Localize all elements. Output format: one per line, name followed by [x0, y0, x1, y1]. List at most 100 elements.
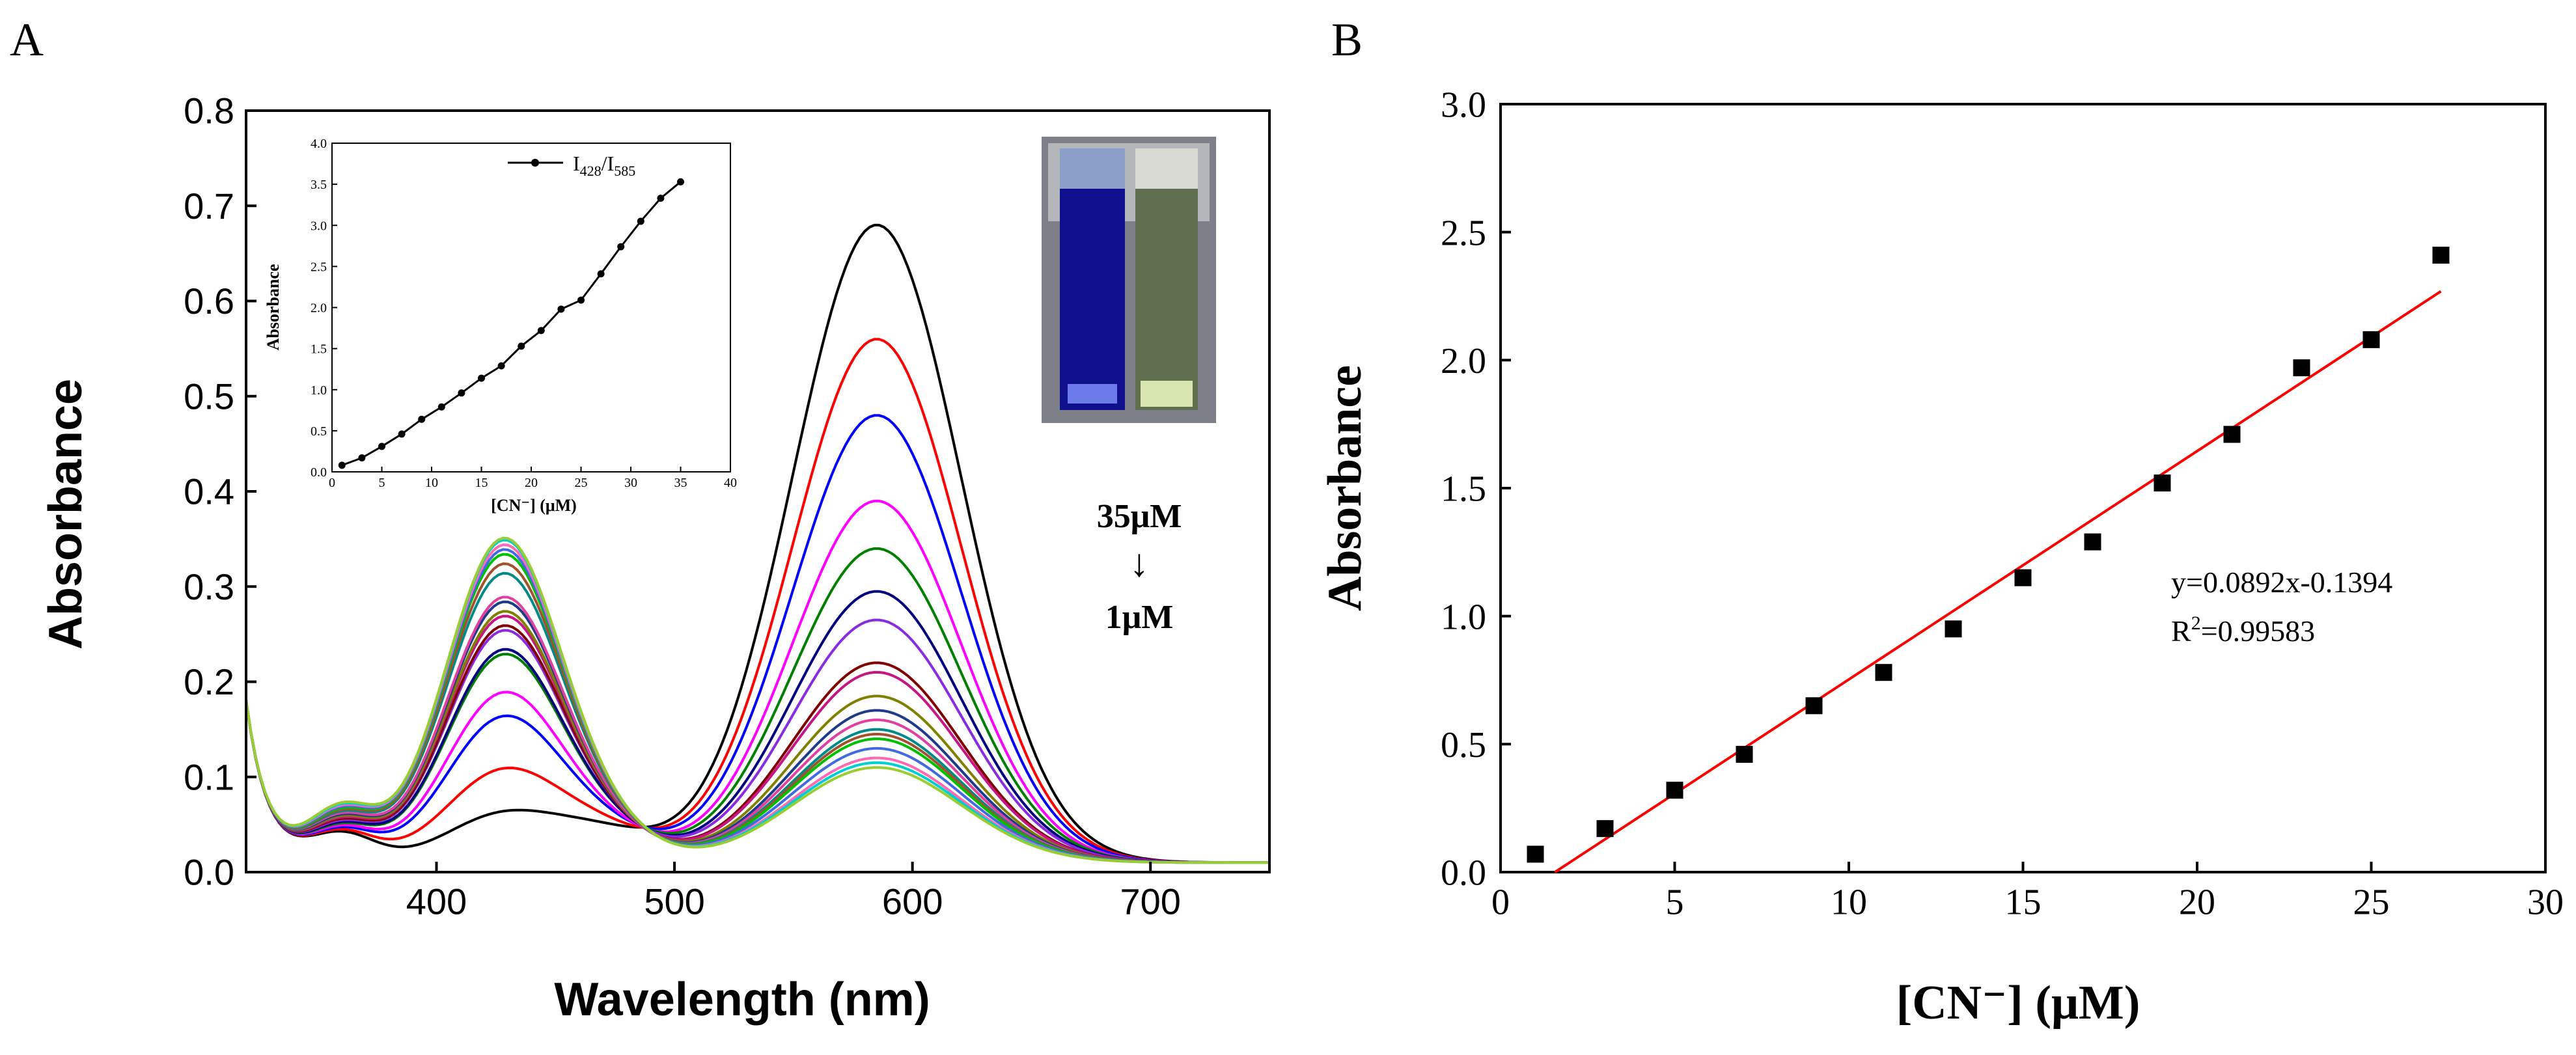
annotation-35um: 35μM [1097, 498, 1182, 535]
inset-x-tick-label: 25 [575, 476, 588, 490]
inset-series-line [341, 181, 682, 467]
inset-y-tick-label: 0.5 [311, 424, 327, 439]
fit-equation: y=0.0892x-0.1394 [2171, 566, 2392, 599]
cuvette-left-blue [1060, 189, 1125, 410]
panel-a-x-tick-label: 400 [406, 881, 467, 922]
inset-y-tick-label: 0.0 [311, 465, 327, 480]
panel-b-label: B [1331, 14, 1363, 66]
inset-x-axis: 0 5 10 15 20 25 30 35 40 [329, 467, 737, 490]
inset-y-tick-label: 2.5 [311, 260, 327, 274]
panel-a-y-tick-label: 0.7 [184, 185, 234, 226]
panel-b-y-axis: 0.0 0.5 1.0 1.5 2.0 2.5 3.0 [1441, 85, 1511, 894]
inset-legend: I428/I585 [508, 152, 635, 179]
panel-b-point [2014, 569, 2032, 586]
panel-a: A 0.0 0.1 0.2 0.3 0.4 0.5 0.6 0.7 0.8 400 500 600 7… [10, 14, 1271, 1026]
inset-x-tick-label: 5 [379, 476, 385, 490]
panel-b-point [1527, 845, 1544, 863]
inset-x-tick-label: 10 [425, 476, 438, 490]
spectrum-series-4 [245, 499, 1269, 864]
annotation-1um: 1μM [1105, 599, 1174, 636]
inset-point [497, 362, 505, 370]
panel-b-x-tick-label: 20 [2179, 882, 2215, 922]
inset-point [338, 461, 346, 469]
inset-legend-label: I428/I585 [573, 152, 635, 179]
panel-b-x-tick-label: 30 [2527, 882, 2564, 922]
inset-point [358, 454, 366, 462]
panel-b-point [2084, 533, 2101, 551]
panel-b-x-axis-title: [CN⁻] (μM) [1896, 976, 2140, 1030]
inset-y-tick-label: 4.0 [311, 137, 327, 151]
panel-a-x-axis: 400 500 600 700 [406, 862, 1181, 922]
panel-b-x-tick-label: 10 [1831, 882, 1867, 922]
inset-y-tick-label: 1.0 [311, 383, 327, 398]
inset-point [577, 296, 585, 304]
panel-b-y-tick-label: 3.0 [1441, 85, 1486, 126]
panel-b-point [2432, 247, 2450, 264]
panel-a-curves [245, 223, 1269, 864]
inset-y-axis-title: Absorbance [264, 264, 283, 351]
panel-a-y-tick-label: 0.8 [184, 90, 234, 131]
panel-b-point [2293, 359, 2310, 377]
cuvette-right-green [1135, 189, 1198, 410]
spectrum-series-19 [245, 536, 1269, 864]
inset-y-tick-label: 2.0 [311, 301, 327, 316]
panel-b-point [1805, 697, 1823, 715]
panel-b-y-tick-label: 2.5 [1441, 213, 1486, 253]
panel-b-x-tick-label: 15 [2005, 882, 2042, 922]
panel-b-x-axis: 0 5 10 15 20 25 30 [1491, 862, 2564, 922]
inset-point [458, 389, 465, 397]
inset-series-points [338, 178, 684, 469]
inset-x-tick-label: 35 [674, 476, 687, 490]
panel-a-label: A [10, 14, 44, 66]
panel-a-x-axis-title: Wavelength (nm) [554, 974, 930, 1026]
inset-y-axis: 0.0 0.5 1.0 1.5 2.0 2.5 3.0 3.5 4.0 [311, 137, 337, 480]
panel-a-y-tick-label: 0.2 [184, 661, 234, 702]
inset-point [597, 270, 605, 278]
panel-b-y-tick-label: 2.0 [1441, 341, 1486, 381]
panel-b-point [2362, 331, 2380, 348]
inset-point [378, 443, 385, 450]
inset-point [537, 327, 545, 335]
panel-b-point [2223, 426, 2241, 443]
panel-a-y-tick-label: 0.6 [184, 281, 234, 322]
panel-b-x-tick-label: 25 [2353, 882, 2390, 922]
cuvette-photo [1042, 137, 1216, 423]
panel-b-y-tick-label: 1.0 [1441, 597, 1486, 637]
inset-point [518, 342, 525, 350]
inset-point [637, 217, 644, 225]
panel-a-y-axis: 0.0 0.1 0.2 0.3 0.4 0.5 0.6 0.7 0.8 [184, 90, 256, 893]
inset-x-tick-label: 40 [724, 476, 737, 490]
cuvette-right-glow [1141, 381, 1193, 407]
inset-point [617, 243, 625, 251]
inset-point [478, 374, 485, 382]
panel-a-x-tick-label: 600 [882, 881, 943, 922]
panel-b: B 0.0 0.5 1.0 1.5 2.0 2.5 3.0 0 5 10 15 20 25 30 [CN… [1318, 14, 2564, 1030]
spectrum-series-2 [245, 338, 1269, 864]
inset-point [657, 195, 665, 202]
inset-point [398, 430, 406, 438]
panel-b-y-tick-label: 1.5 [1441, 469, 1486, 510]
panel-a-y-tick-label: 0.0 [184, 852, 234, 893]
panel-b-point [2154, 474, 2171, 492]
fit-r-squared: R2=0.99583 [2171, 612, 2315, 648]
panel-a-y-tick-label: 0.4 [184, 471, 234, 512]
inset-x-tick-label: 30 [624, 476, 637, 490]
panel-b-y-tick-label: 0.0 [1441, 853, 1486, 894]
cuvette-left-glow [1068, 384, 1117, 404]
spectrum-series-1 [245, 223, 1269, 864]
spectrum-series-3 [245, 414, 1269, 864]
inset-point [418, 415, 426, 423]
inset-point [437, 403, 445, 411]
inset-x-axis-title: [CN⁻] (μM) [491, 496, 577, 515]
panel-b-x-tick-label: 5 [1666, 882, 1684, 922]
panel-a-y-tick-label: 0.1 [184, 756, 234, 797]
inset-x-tick-label: 0 [329, 476, 335, 490]
inset-point [677, 178, 684, 185]
panel-b-point [1736, 746, 1753, 763]
panel-b-point [1875, 664, 1892, 681]
inset-x-tick-label: 20 [525, 476, 538, 490]
panel-a-y-tick-label: 0.3 [184, 566, 234, 607]
inset-legend-marker [531, 159, 539, 167]
panel-b-point [1666, 782, 1683, 799]
